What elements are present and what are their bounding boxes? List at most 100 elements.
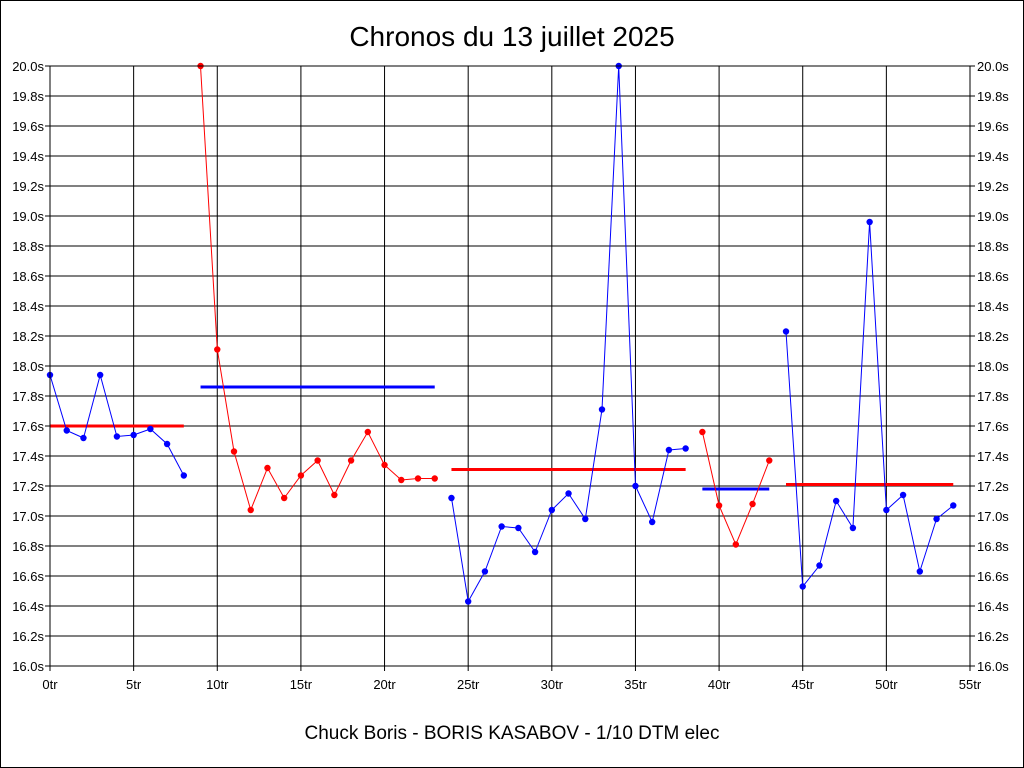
data-point [883,506,890,514]
x-tick-label: 45tr [792,677,815,692]
data-point [699,428,706,436]
y-tick-label: 17.2s [977,479,1009,494]
y-axis-left: 16.0s 16.2s 16.4s 16.6s 16.8s 17.0s 17.2s 17.4s… [12,59,50,674]
data-point [933,515,940,523]
y-tick-label: 19.4s [12,149,44,164]
data-point [264,464,271,472]
y-tick-label: 17.0s [12,509,44,524]
y-tick-label: 17.8s [977,389,1009,404]
y-tick-label: 18.2s [12,329,44,344]
data-point [715,502,723,509]
grid [49,65,971,667]
y-tick-label: 18.8s [12,239,44,254]
data-point [364,428,372,436]
y-tick-label: 16.6s [12,569,44,584]
y-tick-label: 19.2s [12,179,44,194]
data-point [180,472,188,479]
chart-footer: Chuck Boris - BORIS KASABOV - 1/10 DTM e… [305,723,720,744]
data-point [347,457,355,464]
x-tick-label: 30tr [541,677,564,692]
x-tick-label: 40tr [708,677,731,692]
x-tick-label: 35tr [624,677,647,692]
data-point [80,434,87,442]
y-tick-label: 19.0s [12,209,44,224]
y-tick-label: 16.2s [12,629,44,644]
data-point [632,482,639,490]
data-point [648,518,656,526]
y-tick-label: 16.6s [977,569,1009,584]
data-point [582,515,589,523]
data-point [398,476,405,484]
data-point [916,568,924,575]
y-tick-label: 17.8s [12,389,44,404]
data-point [866,218,873,226]
y-tick-label: 17.2s [12,479,44,494]
data-point [247,506,254,514]
y-tick-label: 16.0s [977,659,1009,674]
y-tick-label: 19.0s [977,209,1009,224]
data-point [682,445,689,452]
y-tick-label: 20.0s [977,59,1009,74]
data-point [63,427,70,434]
x-tick-label: 5tr [126,677,142,692]
y-tick-label: 18.4s [12,299,44,314]
x-tick-label: 10tr [206,677,229,692]
data-point [163,440,171,448]
data-point [214,346,221,353]
y-tick-label: 17.4s [12,449,44,464]
data-point [598,406,606,413]
series-lines [46,62,957,605]
y-tick-label: 18.6s [977,269,1009,284]
data-point [515,524,522,532]
y-tick-label: 16.4s [977,599,1009,614]
y-tick-label: 20.0s [12,59,44,74]
data-point [130,431,137,439]
data-point [732,541,740,548]
y-tick-label: 16.2s [977,629,1009,644]
data-point [381,461,388,469]
x-tick-label: 50tr [875,677,898,692]
data-point [481,568,489,575]
y-tick-label: 16.0s [12,659,44,674]
data-point [782,328,790,335]
data-point [950,502,957,509]
data-point [414,475,422,482]
data-point [816,562,823,569]
y-tick-label: 18.4s [977,299,1009,314]
y-tick-label: 19.4s [977,149,1009,164]
y-tick-label: 18.8s [977,239,1009,254]
data-point [832,497,840,505]
y-tick-label: 18.6s [12,269,44,284]
data-point [665,446,673,454]
data-point [749,500,756,508]
x-tick-label: 20tr [373,677,396,692]
data-point [899,491,907,499]
y-tick-label: 18.0s [977,359,1009,374]
y-tick-label: 19.2s [977,179,1009,194]
y-tick-label: 18.0s [12,359,44,374]
data-point [464,598,472,605]
y-tick-label: 17.6s [12,419,44,434]
data-point [531,548,539,556]
y-axis-right: 16.0s 16.2s 16.4s 16.6s 16.8s 17.0s 17.2s 17.4s… [970,59,1009,674]
y-tick-label: 19.8s [977,89,1009,104]
x-axis: 0tr 5tr 10tr 15tr 20tr 25tr 30tr 35tr 40tr 45tr 50… [42,666,982,692]
data-point [766,457,773,464]
y-tick-label: 16.8s [977,539,1009,554]
data-point [431,475,438,482]
data-point [113,433,121,440]
y-tick-label: 18.2s [977,329,1009,344]
x-tick-label: 0tr [42,677,58,692]
data-point [96,371,104,379]
y-tick-label: 17.4s [977,449,1009,464]
y-tick-label: 19.6s [977,119,1009,134]
data-point [147,425,154,433]
y-tick-label: 16.4s [12,599,44,614]
y-tick-label: 17.0s [977,509,1009,524]
data-point [498,523,505,530]
data-point [280,494,288,502]
data-point [331,491,338,499]
data-point [799,583,806,590]
data-point [849,524,857,532]
